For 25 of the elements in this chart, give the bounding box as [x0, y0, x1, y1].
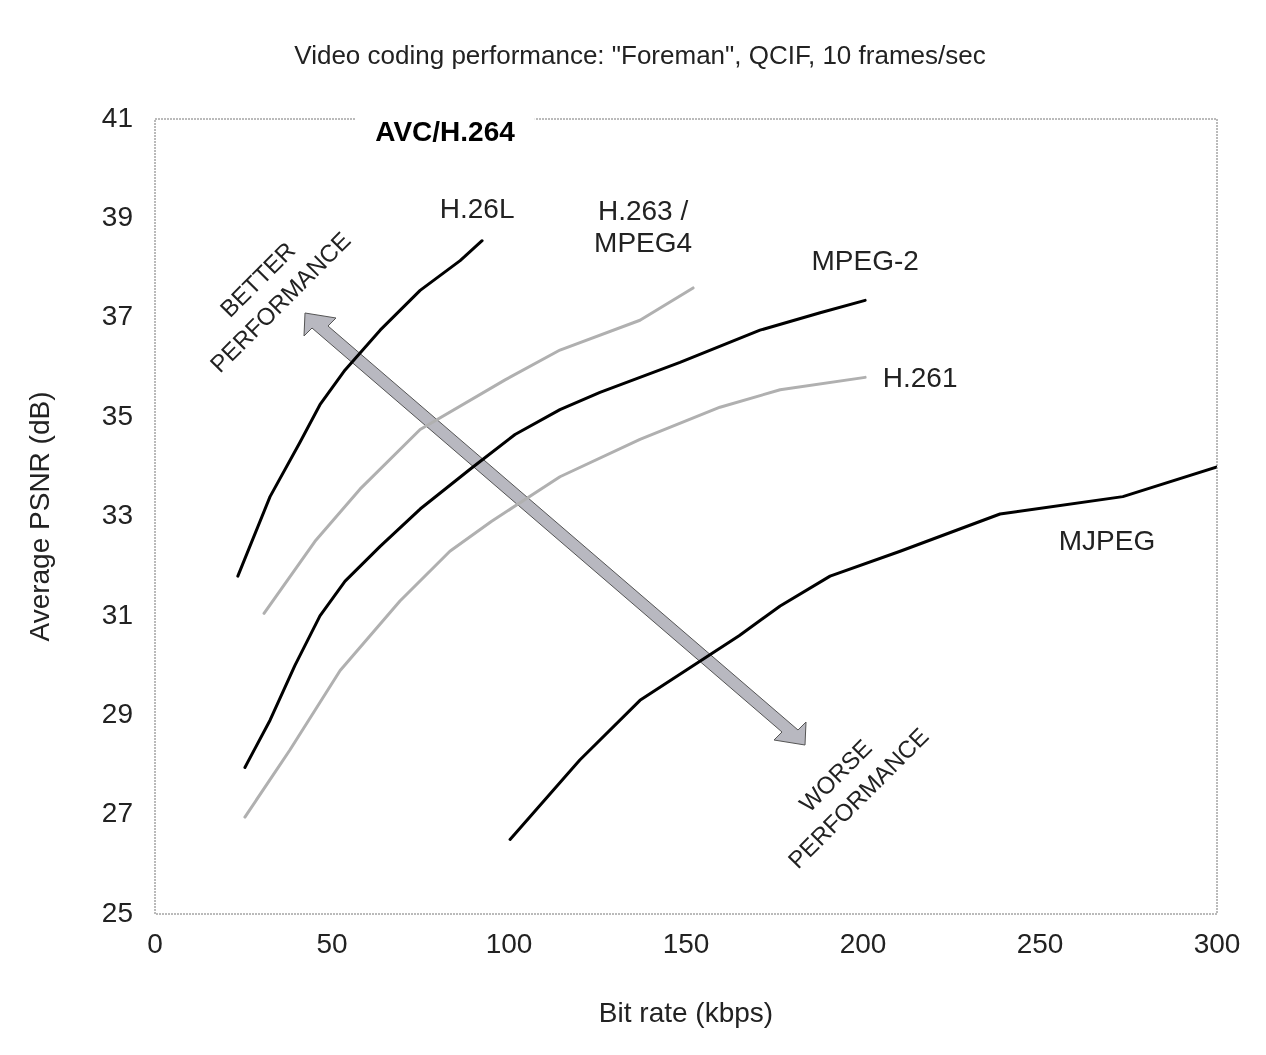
- y-axis-title: Average PSNR (dB): [23, 391, 55, 642]
- y-tick-label: 39: [101, 201, 133, 233]
- series-label: H.26L: [439, 193, 515, 225]
- y-tick-label: 27: [101, 797, 133, 829]
- x-tick-label: 250: [1016, 927, 1064, 959]
- x-tick-label: 50: [316, 927, 348, 959]
- y-tick-label: 29: [101, 697, 133, 729]
- y-tick-label: 41: [101, 101, 133, 133]
- series-label: MJPEG: [1058, 524, 1156, 556]
- x-axis-title: Bit rate (kbps): [598, 996, 774, 1028]
- y-tick-label: 37: [101, 300, 133, 332]
- chart-title: Video coding performance: "Foreman", QCIF, 10 frames/sec: [294, 40, 986, 71]
- annotation: AVC/H.264: [375, 115, 516, 147]
- y-tick-label: 31: [101, 598, 133, 630]
- x-tick-label: 100: [485, 927, 533, 959]
- x-tick-label: 300: [1193, 927, 1241, 959]
- y-tick-label: 35: [101, 399, 133, 431]
- series-label: H.263 / MPEG4: [594, 194, 693, 258]
- y-tick-label: 25: [101, 896, 133, 928]
- x-tick-label: 0: [147, 927, 163, 959]
- x-tick-label: 150: [662, 927, 710, 959]
- x-tick-label: 200: [839, 927, 887, 959]
- series-label: MPEG-2: [811, 245, 919, 277]
- series-label: H.261: [882, 362, 958, 394]
- y-tick-label: 33: [101, 499, 133, 531]
